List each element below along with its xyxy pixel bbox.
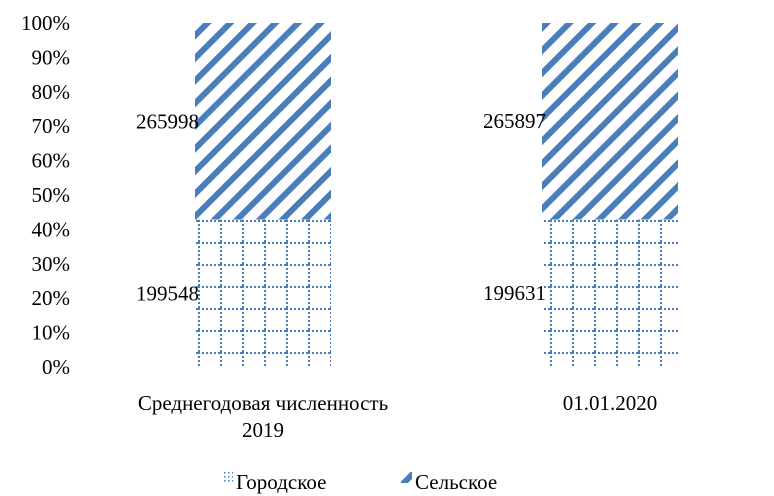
y-tick-label: 80%: [32, 80, 71, 104]
y-tick-label: 30%: [32, 252, 71, 276]
legend-item: Сельское: [401, 470, 497, 494]
y-tick-label: 50%: [32, 183, 71, 207]
data-labels: 199548 265998 199631 265897: [136, 109, 546, 305]
y-axis: 0% 10% 20% 30% 40% 50% 60% 70% 80% 90% 100%: [21, 11, 70, 379]
category-label: 01.01.2020: [563, 391, 658, 415]
bars: [195, 23, 678, 367]
y-tick-label: 40%: [32, 217, 71, 241]
data-label: 265897: [483, 109, 546, 133]
data-label: 199548: [136, 281, 199, 305]
legend: Городское Сельское: [222, 470, 497, 494]
y-tick-label: 100%: [21, 11, 70, 35]
bar-segment-rural: [195, 23, 331, 220]
bar-segment-urban: [542, 219, 678, 367]
y-tick-label: 60%: [32, 149, 71, 173]
category-label: 2019: [242, 418, 284, 442]
y-tick-label: 20%: [32, 286, 71, 310]
legend-swatch-striped-icon: [401, 472, 412, 483]
y-tick-label: 10%: [32, 321, 71, 345]
legend-swatch-dotted-icon: [222, 472, 233, 483]
data-label: 199631: [483, 281, 546, 305]
bar-segment-urban: [195, 219, 331, 367]
x-axis: Среднегодовая численность 2019 01.01.2020: [138, 391, 657, 442]
legend-item: Городское: [222, 470, 326, 494]
y-tick-label: 0%: [42, 355, 70, 379]
data-label: 265998: [136, 109, 199, 133]
bar-segment-rural: [542, 23, 678, 220]
legend-label: Сельское: [415, 470, 497, 494]
category-label: Среднегодовая численность: [138, 391, 388, 415]
legend-label: Городское: [236, 470, 326, 494]
y-tick-label: 70%: [32, 114, 71, 138]
y-tick-label: 90%: [32, 45, 71, 69]
